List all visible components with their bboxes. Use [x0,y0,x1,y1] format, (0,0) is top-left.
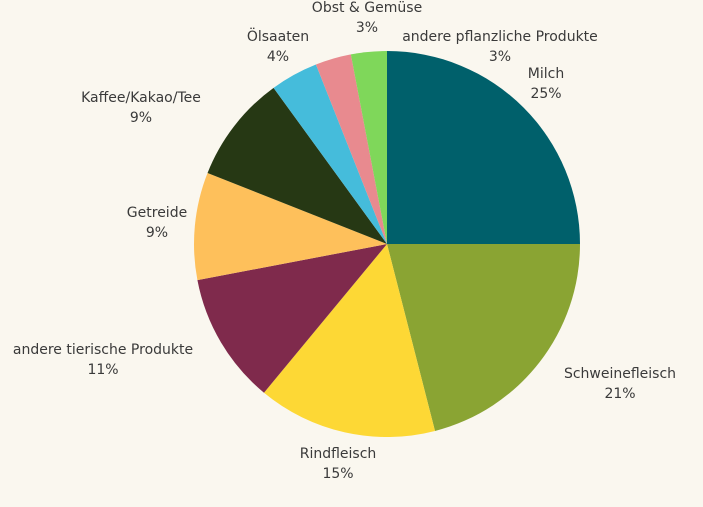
slice-label-rindfleisch: Rindfleisch [300,446,377,462]
pie-slice-milch [387,51,580,244]
pie-slice-andere-tierische-produkte [197,244,387,393]
pie-slice-obst-gemuese [315,54,387,244]
slice-label-schweinefleisch: Schweinefleisch [564,366,676,382]
pie-slice-kaffee-kakao-tee [207,87,387,244]
slice-value-getreide: 9% [146,225,168,241]
pie-labels: Milch 25% Schweinefleisch 21% Rindfleisch 15%… [13,0,676,482]
pie-slice-schweinefleisch [387,244,580,431]
slice-label-oelsaaten: Ölsaaten [247,27,309,45]
slice-label-milch: Milch [528,66,564,82]
slice-value-andere-pflanzliche-produkte: 3% [489,49,511,65]
slice-value-kaffee-kakao-tee: 9% [130,110,152,126]
pie-slice-getreide [194,172,387,281]
slice-value-oelsaaten: 4% [267,49,289,65]
pie-slices [194,51,580,438]
slice-value-andere-tierische-produkte: 11% [87,362,118,378]
slice-label-getreide: Getreide [127,205,187,221]
slice-label-andere-pflanzliche-produkte: andere pflanzliche Produkte [402,29,598,45]
pie-slice-andere-pflanzliche-produkte [350,51,387,244]
slice-label-andere-tierische-produkte: andere tierische Produkte [13,342,193,358]
pie-slice-oelsaaten [273,64,387,244]
slice-value-rindfleisch: 15% [322,466,353,482]
pie-slice-rindfleisch [263,244,435,438]
slice-label-kaffee-kakao-tee: Kaffee/Kakao/Tee [81,90,201,106]
slice-label-obst-gemuese: Obst & Gemüse [312,0,422,16]
slice-value-obst-gemuese: 3% [356,20,378,36]
slice-value-milch: 25% [530,86,561,102]
slice-value-schweinefleisch: 21% [604,386,635,402]
